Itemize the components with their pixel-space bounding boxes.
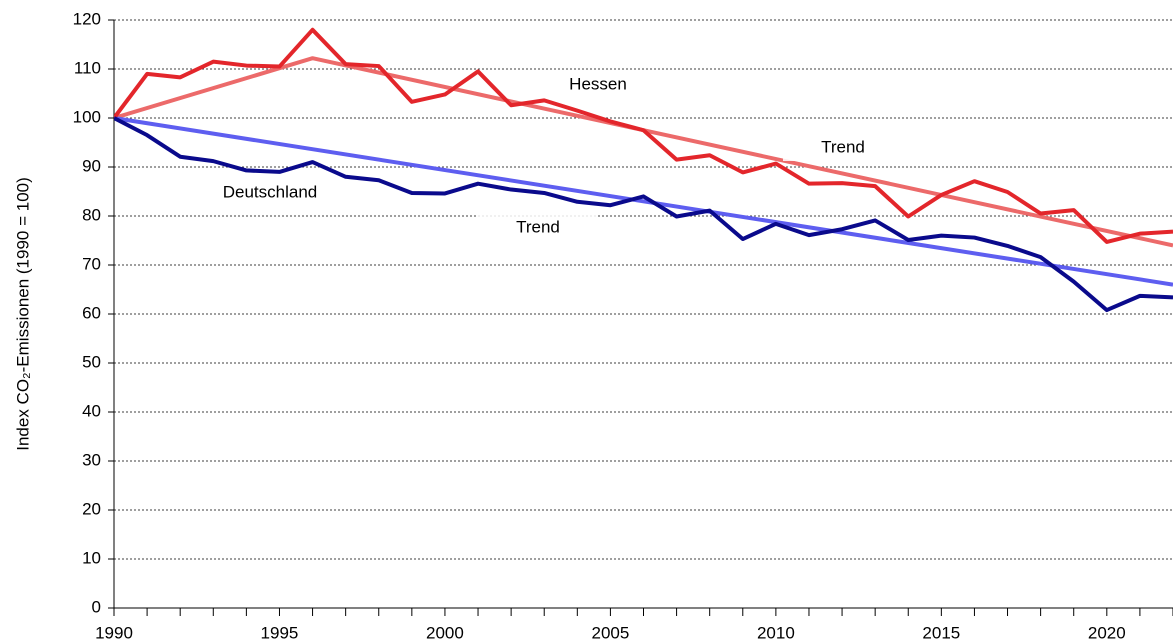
series-label: Deutschland <box>223 182 318 201</box>
x-tick-label: 1995 <box>261 623 299 642</box>
x-tick-label: 2000 <box>426 623 464 642</box>
series-label: Hessen <box>569 74 627 93</box>
trend-line <box>114 116 1173 287</box>
label-background <box>783 135 903 161</box>
y-tick-label: 100 <box>73 107 101 126</box>
trend-line <box>114 56 1173 248</box>
series-label: Trend <box>821 137 865 156</box>
y-tick-label: 50 <box>82 352 101 371</box>
x-tick-label: 1990 <box>95 623 133 642</box>
y-tick-label: 10 <box>82 548 101 567</box>
x-tick-label: 2010 <box>757 623 795 642</box>
label-background <box>478 215 598 241</box>
label-background <box>210 180 330 206</box>
y-tick-label: 30 <box>82 450 101 469</box>
y-tick-label: 120 <box>73 9 101 28</box>
plot-area <box>114 27 1173 313</box>
y-tick-label: 90 <box>82 156 101 175</box>
y-tick-label: 70 <box>82 254 101 273</box>
x-tick-label: 2020 <box>1088 623 1126 642</box>
x-tick-label: 2015 <box>922 623 960 642</box>
y-tick-label: 0 <box>92 597 101 616</box>
y-tick-label: 110 <box>74 58 101 77</box>
x-tick-label: 2005 <box>591 623 629 642</box>
label-background <box>538 72 658 98</box>
y-tick-label: 60 <box>82 303 101 322</box>
y-axis-label: Index CO₂-Emissionen (1990 = 100) <box>13 177 32 451</box>
series-label: Trend <box>516 217 560 236</box>
y-tick-label: 80 <box>82 205 101 224</box>
data-line <box>114 27 1173 244</box>
data-line <box>114 116 1173 313</box>
y-tick-label: 20 <box>82 499 101 518</box>
y-tick-label: 40 <box>82 401 101 420</box>
